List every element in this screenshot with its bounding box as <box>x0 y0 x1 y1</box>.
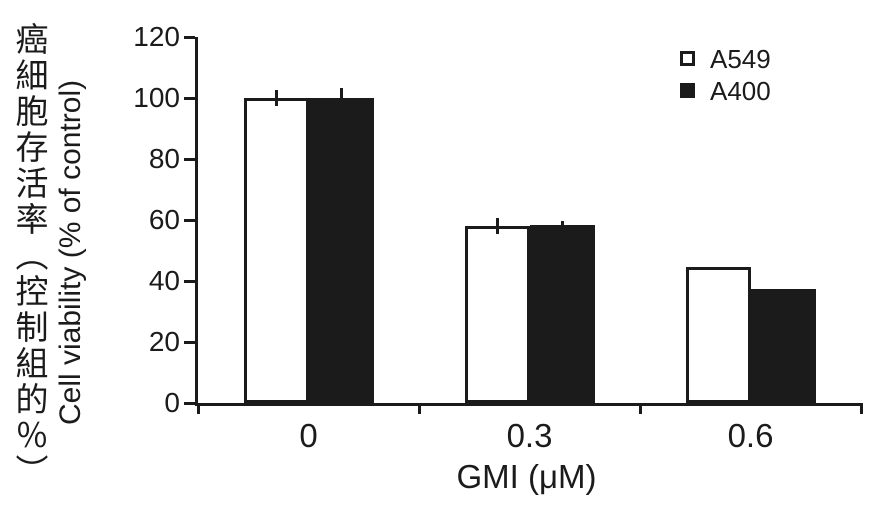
bar-a549-0 <box>243 98 309 403</box>
error-bar <box>495 218 499 234</box>
x-tick <box>196 403 200 414</box>
y-tick <box>184 340 195 344</box>
y-tick <box>184 35 195 39</box>
y-axis-label: Cell viability (% of control) <box>54 79 87 425</box>
y-tick-label: 0 <box>164 387 180 418</box>
y-tick-label: 40 <box>148 265 180 296</box>
y-tick-label: 60 <box>148 204 180 235</box>
legend: A549 A400 <box>680 43 771 106</box>
x-tick <box>859 403 863 414</box>
error-bar <box>339 87 343 98</box>
y-tick <box>184 279 195 283</box>
y-tick-label: 80 <box>148 143 180 174</box>
legend-swatch-a549 <box>680 51 695 66</box>
y-tick <box>184 157 195 161</box>
bar-a400-0 <box>308 98 374 403</box>
y-tick <box>184 218 195 222</box>
y-tick <box>184 96 195 100</box>
legend-label: A400 <box>710 75 771 106</box>
y-axis-label-chinese: 癌細胞存活率（控制組的％） <box>11 22 48 490</box>
y-tick-label: 120 <box>133 21 180 52</box>
bar-a549-0.3 <box>464 226 530 403</box>
x-tick-label: 0.3 <box>506 417 553 454</box>
legend-label: A549 <box>710 43 771 74</box>
legend-swatch-a400 <box>680 83 695 98</box>
error-bar <box>274 90 278 106</box>
plot-area: 0 20 40 60 80 100 120 0 0.3 0.6 <box>133 23 863 452</box>
x-axis-label: GMI (μM) <box>456 458 597 495</box>
y-tick-label: 20 <box>148 326 180 357</box>
error-bar <box>560 220 564 225</box>
legend-item-a549: A549 <box>680 43 771 74</box>
bar-a400-0.3 <box>529 224 595 403</box>
legend-item-a400: A400 <box>680 75 771 106</box>
x-tick <box>638 403 642 414</box>
x-tick-label: 0 <box>299 417 318 454</box>
bar-a549-0.6 <box>685 267 751 403</box>
y-tick <box>184 401 195 405</box>
y-tick-label: 100 <box>133 82 180 113</box>
bar-a400-0.6 <box>750 288 816 403</box>
x-tick <box>417 403 421 414</box>
x-tick-label: 0.6 <box>727 417 774 454</box>
